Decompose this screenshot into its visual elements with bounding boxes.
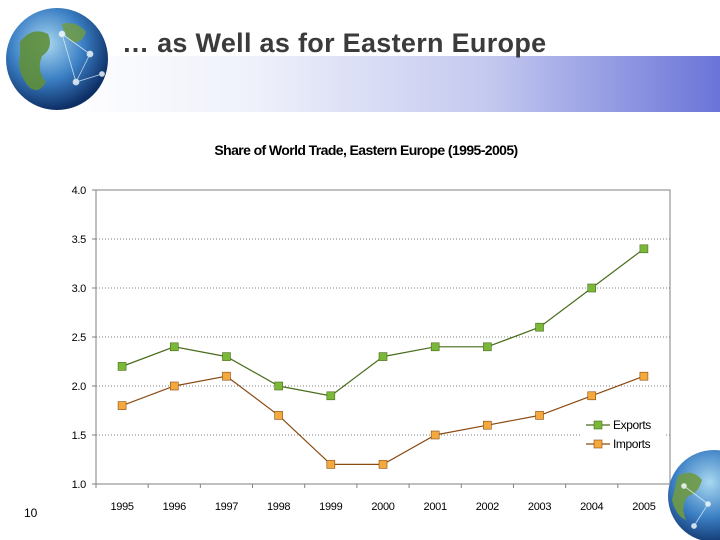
legend-label-exports: Exports bbox=[613, 418, 651, 432]
plot-area bbox=[95, 189, 671, 485]
plot-frame bbox=[95, 189, 671, 485]
legend: Exports Imports bbox=[582, 415, 664, 453]
y-tick-label: 2.5 bbox=[72, 332, 87, 344]
x-tick-label: 1999 bbox=[319, 501, 342, 513]
data-point-imports bbox=[535, 411, 544, 420]
x-tick-label: 1996 bbox=[163, 501, 186, 513]
slide-number: 10 bbox=[24, 506, 38, 520]
data-point-exports bbox=[169, 342, 179, 352]
data-point-exports bbox=[378, 352, 388, 361]
slide-title: … as Well as for Eastern Europe bbox=[122, 28, 547, 58]
x-tick-label: 1998 bbox=[267, 501, 290, 513]
x-tick-label: 2003 bbox=[528, 501, 551, 513]
y-tick-label: 2.0 bbox=[72, 381, 87, 393]
legend-swatch-marker bbox=[593, 420, 603, 430]
data-point-exports bbox=[639, 244, 649, 254]
data-point-exports bbox=[430, 342, 440, 352]
data-point-imports bbox=[326, 460, 336, 469]
legend-swatch-marker bbox=[593, 439, 603, 449]
y-tick-label: 3.0 bbox=[72, 283, 87, 295]
data-point-imports bbox=[378, 460, 388, 469]
data-point-imports bbox=[222, 371, 231, 381]
y-tick-label: 1.5 bbox=[72, 430, 87, 442]
data-point-exports bbox=[483, 342, 492, 352]
series-layer bbox=[117, 244, 649, 469]
data-point-exports bbox=[587, 283, 597, 293]
title-band bbox=[0, 0, 720, 112]
data-point-exports bbox=[222, 352, 231, 361]
x-tick-label: 1995 bbox=[110, 501, 133, 513]
legend-label-imports: Imports bbox=[613, 437, 651, 451]
data-point-imports bbox=[639, 371, 649, 381]
globe-icon bbox=[6, 8, 108, 110]
data-point-imports bbox=[483, 420, 492, 430]
x-axis-ticks: 1995 1996 1997 1998 1999 2000 2001 2002 2003 2004… bbox=[95, 484, 656, 513]
data-point-exports bbox=[117, 362, 127, 371]
y-axis-ticks: 1.0 1.5 2.0 2.5 3.0 3.5 4.0 bbox=[72, 185, 96, 491]
y-tick-label: 4.0 bbox=[72, 185, 87, 197]
data-point-exports bbox=[274, 381, 283, 391]
x-tick-label: 2004 bbox=[580, 501, 603, 513]
x-tick-label: 2005 bbox=[632, 501, 655, 513]
x-tick-label: 2000 bbox=[371, 501, 394, 513]
y-tick-label: 1.0 bbox=[72, 479, 87, 491]
chart-title: Share of World Trade, Eastern Europe (19… bbox=[214, 142, 517, 158]
x-tick-label: 2001 bbox=[424, 501, 447, 513]
data-point-exports bbox=[535, 322, 544, 332]
x-tick-label: 1997 bbox=[215, 501, 238, 513]
data-point-exports bbox=[326, 391, 336, 401]
x-tick-label: 2002 bbox=[476, 501, 499, 513]
data-point-imports bbox=[169, 381, 179, 391]
title-gradient-bar bbox=[60, 56, 720, 112]
data-point-imports bbox=[430, 430, 440, 440]
data-point-imports bbox=[274, 411, 283, 420]
y-tick-label: 3.5 bbox=[72, 234, 87, 246]
data-point-imports bbox=[587, 391, 597, 401]
globe-icon bbox=[668, 450, 720, 540]
data-point-imports bbox=[117, 401, 127, 410]
